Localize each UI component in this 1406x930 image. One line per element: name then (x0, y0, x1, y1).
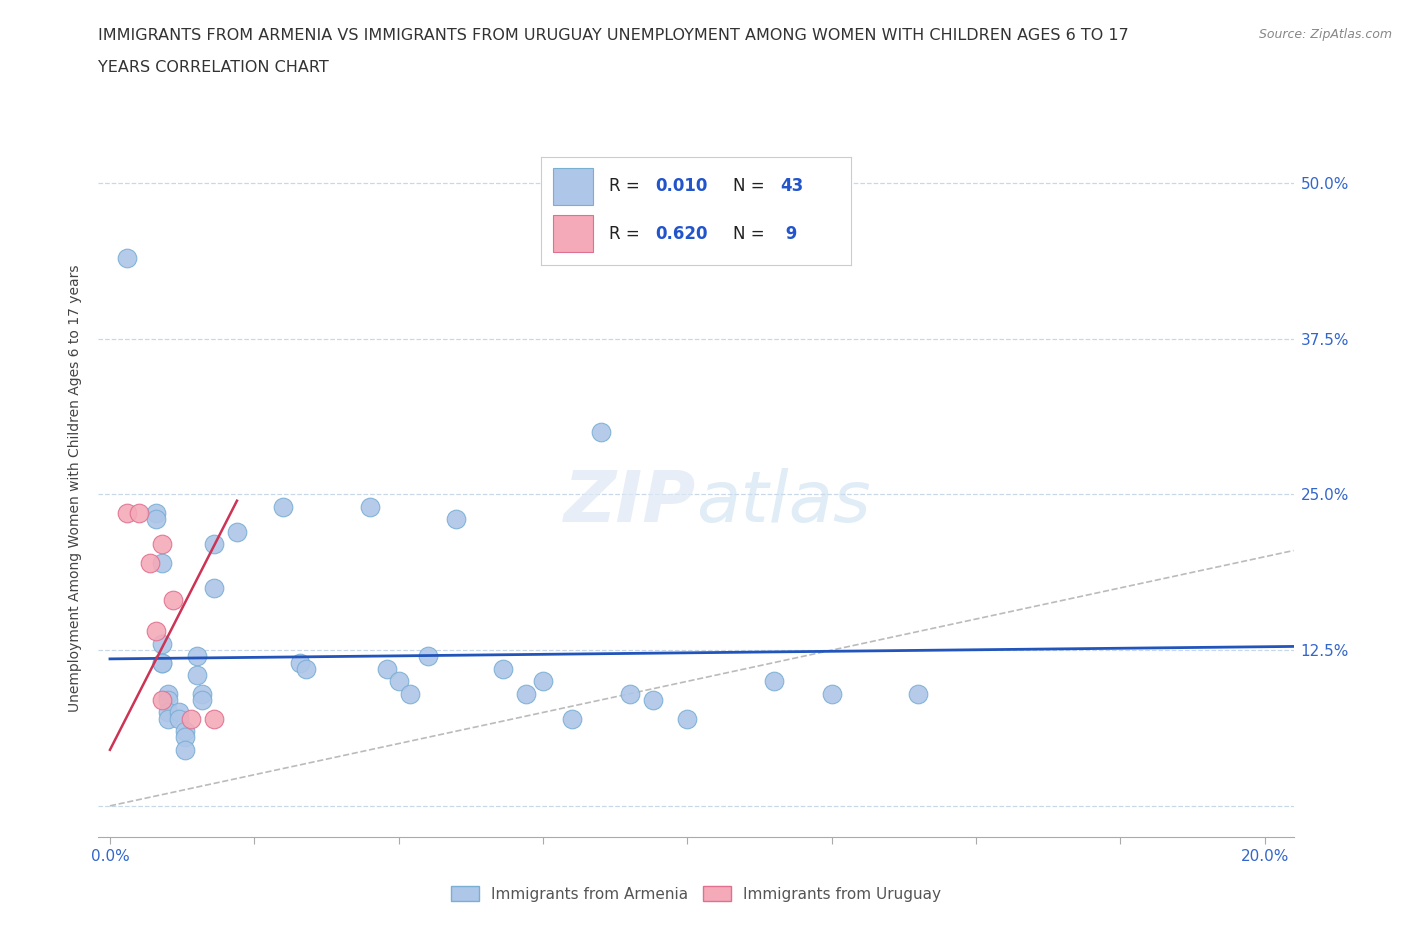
Point (491, 661, 513, 676)
Y-axis label: Unemployment Among Women with Children Ages 6 to 17 years: Unemployment Among Women with Children A… (69, 264, 83, 712)
Point (156, 686, 179, 701)
Point (117, 250, 139, 265)
Point (167, 711, 190, 726)
Point (290, 656, 312, 671)
Point (202, 537, 225, 551)
Point (619, 686, 641, 701)
Point (295, 661, 318, 676)
Point (375, 661, 398, 676)
Point (180, 711, 202, 726)
Point (145, 624, 167, 639)
Point (531, 674, 554, 689)
Point (191, 686, 214, 701)
Text: ZIP: ZIP (564, 468, 696, 537)
Point (117, 506, 139, 521)
Point (150, 693, 173, 708)
Point (271, 499, 294, 514)
Legend: Immigrants from Armenia, Immigrants from Uruguay: Immigrants from Armenia, Immigrants from… (443, 879, 949, 910)
Point (191, 693, 214, 708)
Point (359, 499, 381, 514)
Point (174, 730, 197, 745)
Point (145, 506, 167, 521)
Point (762, 674, 785, 689)
Point (150, 537, 173, 551)
Point (174, 724, 197, 738)
Text: Source: ZipAtlas.com: Source: ZipAtlas.com (1258, 28, 1392, 41)
Point (589, 425, 612, 440)
Text: atlas: atlas (696, 468, 870, 537)
Point (156, 693, 179, 708)
Point (186, 668, 208, 683)
Point (907, 686, 929, 701)
Point (150, 555, 173, 570)
Point (145, 512, 167, 526)
Point (150, 636, 173, 651)
Point (388, 674, 411, 689)
Point (156, 711, 179, 726)
Text: IMMIGRANTS FROM ARMENIA VS IMMIGRANTS FROM URUGUAY UNEMPLOYMENT AMONG WOMEN WITH: IMMIGRANTS FROM ARMENIA VS IMMIGRANTS FR… (98, 28, 1129, 43)
Point (150, 656, 173, 671)
Point (399, 686, 422, 701)
Point (515, 686, 537, 701)
Point (202, 580, 225, 595)
Point (226, 525, 249, 539)
Point (676, 711, 699, 726)
Point (561, 711, 583, 726)
Point (128, 506, 150, 521)
Point (641, 693, 664, 708)
Point (416, 649, 439, 664)
Point (186, 649, 208, 664)
Point (446, 512, 468, 526)
Point (202, 711, 225, 726)
Point (162, 593, 184, 608)
Point (156, 705, 179, 720)
Point (174, 742, 197, 757)
Point (820, 686, 842, 701)
Point (150, 656, 173, 671)
Point (139, 555, 162, 570)
Point (167, 705, 190, 720)
Text: YEARS CORRELATION CHART: YEARS CORRELATION CHART (98, 60, 329, 75)
